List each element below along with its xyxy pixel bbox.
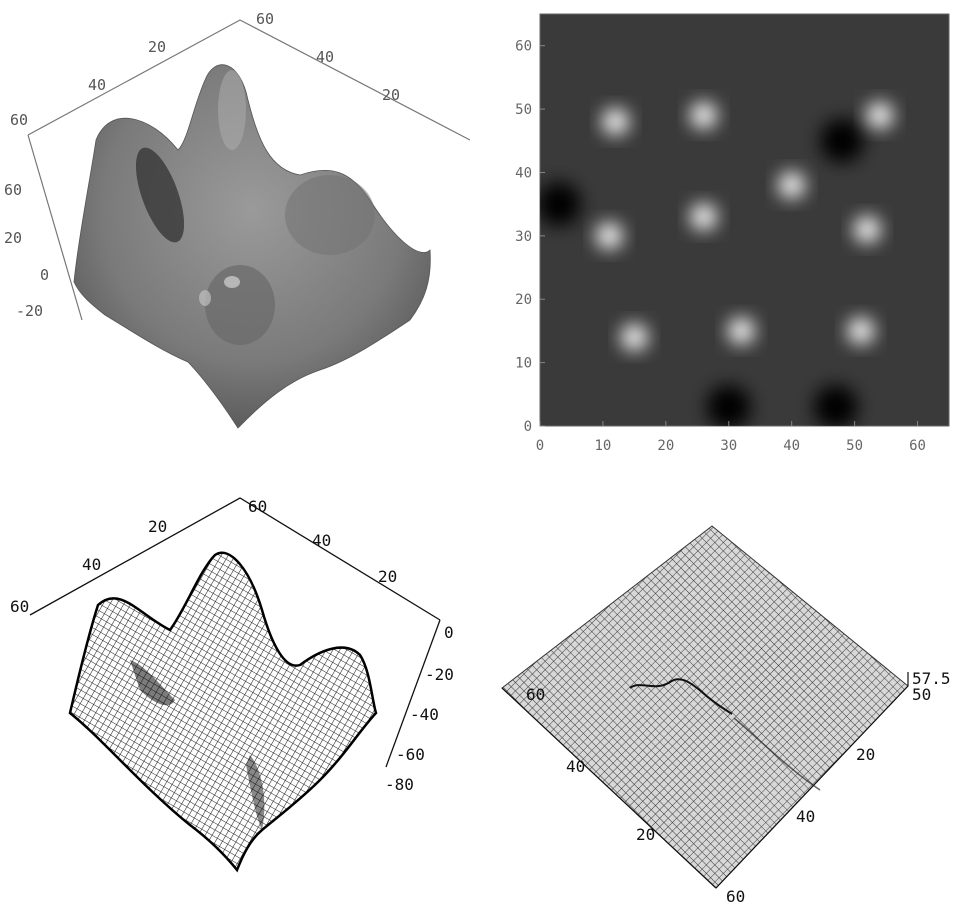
topdown-box-axes: [501, 672, 909, 889]
br-rtick-20: 20: [856, 745, 875, 764]
heatmap-dark-spot: [706, 384, 751, 426]
heatmap-dark-spot: [820, 118, 865, 163]
topdown-wireframe-svg: 60 40 20 57.5 50 20 40 60: [501, 525, 951, 906]
heatmap-bright-spot: [866, 102, 893, 129]
heatmap-x-tick-label: 30: [720, 438, 737, 454]
wireframe-trough: [130, 660, 175, 706]
heatmap-x-tick-label: 40: [783, 438, 800, 454]
surface-peak-right: [285, 175, 375, 255]
surface-highlight-small: [224, 276, 240, 288]
tl-xtick-60: 60: [10, 111, 28, 129]
heatmap-y-tick-label: 40: [515, 165, 532, 181]
wireframe-surface-plot: 20 40 60 60 40 20 0 -20 -40 -60 -80: [0, 470, 480, 906]
topdown-ridge: [629, 678, 733, 715]
heatmap-bright-spot: [854, 216, 881, 243]
tl-xtick-40: 40: [88, 76, 106, 94]
heatmap-x-tick-label: 60: [909, 438, 926, 454]
wireframe-front-peak-shadow: [246, 755, 265, 830]
bl-ztick-0: 0: [444, 623, 454, 642]
heatmap-y-tick-label: 30: [515, 229, 532, 245]
heatmap-y-tick-label: 0: [524, 419, 532, 435]
br-zmax-label: 57.5: [912, 669, 951, 688]
tl-ytick-40: 40: [316, 48, 334, 66]
br-ltick-20: 20: [636, 825, 655, 844]
heatmap-bright-spot: [690, 203, 717, 230]
bl-ztick-neg60: -60: [396, 745, 425, 764]
heatmap-dark-spot: [540, 182, 581, 227]
heatmap-svg: 0 10 20 30 40 50 60 0 10 20 30 40 50 60: [515, 13, 950, 454]
surface-trough: [135, 147, 185, 243]
surface-box-axes: [27, 19, 471, 321]
br-rtick-40: 40: [796, 807, 815, 826]
tl-ytick-60: 60: [256, 10, 274, 28]
tl-ztick-neg20: -20: [16, 302, 43, 320]
bl-ytick-60: 60: [248, 497, 267, 516]
heatmap-y-tick-label: 20: [515, 292, 532, 308]
heatmap-bright-spot: [690, 102, 717, 129]
heatmap-x-tick-label: 50: [846, 438, 863, 454]
bl-ztick-neg20: -20: [425, 665, 454, 684]
bl-ytick-40: 40: [312, 531, 331, 550]
wireframe-surface-svg: 20 40 60 60 40 20 0 -20 -40 -60 -80: [10, 497, 454, 873]
shaded-surface-svg: 20 40 60 60 40 20 60 40 20 0 -20: [4, 10, 471, 429]
heatmap-bright-spot: [778, 172, 805, 199]
bl-xtick-60: 60: [10, 597, 29, 616]
topdown-mesh-surface: [501, 525, 909, 889]
heatmap-x-tick-label: 10: [594, 438, 611, 454]
heatmap-y-tick-label: 50: [515, 102, 532, 118]
tl-ztick-0: 0: [40, 266, 49, 284]
topdown-wireframe-plot: 60 40 20 57.5 50 20 40 60: [490, 470, 959, 906]
heatmap-bright-spot: [847, 317, 874, 344]
br-ltick-60: 60: [526, 685, 545, 704]
surface-highlight-small-2: [199, 290, 211, 306]
heatmap-x-ticks: 0 10 20 30 40 50 60: [536, 421, 926, 454]
heatmap-bright-spot: [621, 324, 648, 351]
heatmap-dark-spot: [813, 384, 858, 426]
heatmap-x-tick-label: 0: [536, 438, 544, 454]
surface-ridge-highlight: [218, 70, 246, 150]
bl-ztick-neg80: -80: [385, 775, 414, 794]
tl-ztick-20: 20: [4, 229, 22, 247]
heatmap-bright-spot: [596, 222, 623, 249]
heatmap-y-tick-label: 10: [515, 356, 532, 372]
topdown-ridge-2: [733, 717, 821, 791]
tl-ztick-60: 60: [4, 181, 22, 199]
bl-ztick-neg40: -40: [410, 705, 439, 724]
br-rtick-50: 50: [912, 685, 931, 704]
heatmap-bright-spot: [728, 317, 755, 344]
heatmap-y-tick-label: 60: [515, 39, 532, 55]
heatmap-y-ticks: 0 10 20 30 40 50 60: [515, 39, 545, 435]
heatmap-frame: [539, 13, 950, 427]
bl-ytick-20: 20: [378, 567, 397, 586]
tl-xtick-20: 20: [148, 38, 166, 56]
bl-xtick-20: 20: [148, 517, 167, 536]
wireframe-surface: [68, 551, 378, 873]
bl-xtick-40: 40: [82, 555, 101, 574]
shaded-surface-plot: 20 40 60 60 40 20 60 40 20 0 -20: [0, 0, 471, 460]
heatmap-x-tick-label: 20: [657, 438, 674, 454]
br-rtick-60: 60: [726, 887, 745, 906]
heatmap-spots: [540, 102, 893, 426]
wireframe-box-axes: [29, 497, 441, 768]
tl-ytick-20: 20: [382, 86, 400, 104]
br-ltick-40: 40: [566, 757, 585, 776]
heatmap-bright-spot: [602, 108, 629, 135]
density-heatmap-plot: 0 10 20 30 40 50 60 0 10 20 30 40 50 60: [490, 0, 959, 460]
shaded-surface: [73, 64, 431, 429]
surface-peak-front: [205, 265, 275, 345]
